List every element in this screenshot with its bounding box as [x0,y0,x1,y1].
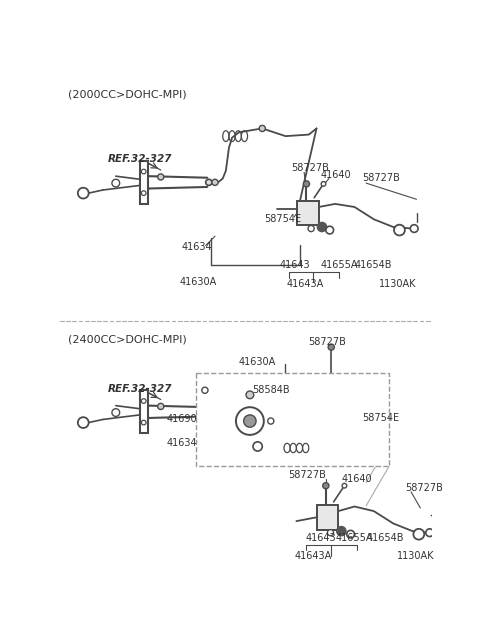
Text: 41654B: 41654B [355,260,392,269]
Bar [196,373,389,466]
Text: 41654B: 41654B [366,533,404,543]
Circle shape [394,224,405,235]
Circle shape [157,403,164,410]
Circle shape [413,529,424,540]
Text: 41630A: 41630A [238,357,276,366]
Text: (2400CC>DOHC-MPI): (2400CC>DOHC-MPI) [68,335,187,345]
Bar [316,505,338,529]
Circle shape [308,226,314,231]
Circle shape [259,126,265,131]
Circle shape [142,191,146,195]
Circle shape [157,174,164,180]
Text: 41634: 41634 [181,242,212,252]
Circle shape [236,407,264,435]
Text: 1130AK: 1130AK [397,551,434,561]
Bar [297,201,319,226]
Text: 41640: 41640 [321,170,351,179]
Circle shape [202,387,208,393]
Circle shape [244,415,256,427]
Text: 1130AK: 1130AK [379,279,417,289]
Text: 58727B: 58727B [308,337,346,347]
Text: 41655A: 41655A [321,260,358,269]
Text: 58727B: 58727B [362,174,400,183]
Circle shape [112,409,120,417]
Circle shape [328,344,335,350]
Text: 58727B: 58727B [405,483,443,493]
Circle shape [142,399,146,403]
Text: 41643A: 41643A [295,551,332,561]
Circle shape [212,179,218,185]
Circle shape [426,529,433,536]
Circle shape [410,224,418,233]
Text: 58727B: 58727B [288,470,326,480]
Circle shape [78,417,89,428]
Circle shape [317,223,326,231]
Text: 58754E: 58754E [362,413,399,423]
Circle shape [246,391,254,399]
Circle shape [142,169,146,174]
Circle shape [347,531,355,538]
Circle shape [112,179,120,187]
Bar [140,161,147,204]
Text: 41643A: 41643A [286,279,324,289]
Text: 41643: 41643 [279,260,310,269]
Text: 41630A: 41630A [180,278,216,287]
Circle shape [253,442,262,451]
Circle shape [142,420,146,425]
Circle shape [327,529,334,536]
Circle shape [78,188,89,198]
Text: 41634: 41634 [166,437,197,448]
Text: 41655A: 41655A [335,533,372,543]
Circle shape [342,483,347,488]
Circle shape [303,181,310,187]
Circle shape [336,526,346,536]
Text: 41643: 41643 [306,533,336,543]
Text: 58584B: 58584B [252,385,290,395]
Circle shape [206,179,212,185]
Text: REF.32-327: REF.32-327 [108,384,172,394]
Circle shape [323,482,329,489]
Circle shape [268,418,274,424]
Text: 41690: 41690 [166,415,197,425]
Circle shape [206,409,212,415]
Text: REF.32-327: REF.32-327 [108,154,172,164]
Text: (2000CC>DOHC-MPI): (2000CC>DOHC-MPI) [68,90,186,100]
Text: 58754E: 58754E [264,214,301,224]
Text: 58727B: 58727B [291,164,329,174]
Circle shape [321,181,326,186]
Bar [140,391,147,434]
Text: 41640: 41640 [341,474,372,484]
Circle shape [326,226,334,234]
